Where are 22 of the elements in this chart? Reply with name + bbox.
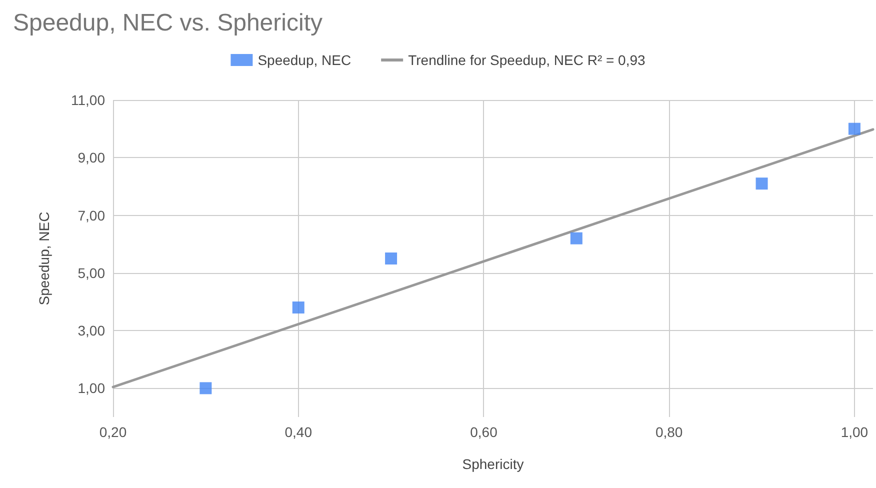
y-tick-label: 3,00	[78, 322, 106, 339]
point	[292, 301, 304, 314]
legend-label: Trendline for Speedup, NEC R² = 0,93	[408, 52, 646, 68]
point	[756, 178, 768, 190]
x-tick-label: 0,40	[284, 424, 312, 440]
y-tick-label: 9,00	[78, 150, 106, 166]
legend-label: Speedup, NEC	[258, 52, 352, 68]
x-tick-label: 0,20	[99, 424, 127, 440]
x-tick-label: 0,60	[470, 424, 498, 440]
y-tick-label: 7,00	[78, 207, 106, 224]
point	[848, 122, 860, 135]
y-tick-label: 1,00	[78, 380, 106, 396]
point	[570, 232, 582, 244]
y-tick-label: 11,00	[71, 92, 106, 108]
x-tick-label: 1,00	[840, 424, 868, 440]
y-tick-label: 5,00	[78, 264, 106, 281]
chart-title: Speedup, NEC vs. Sphericity	[13, 10, 322, 36]
x-axis-title: Sphericity	[462, 456, 524, 472]
y-axis-title: Speedup, NEC	[36, 212, 52, 306]
point	[200, 382, 212, 394]
point	[385, 252, 398, 264]
x-tick-label: 0,80	[655, 424, 683, 440]
